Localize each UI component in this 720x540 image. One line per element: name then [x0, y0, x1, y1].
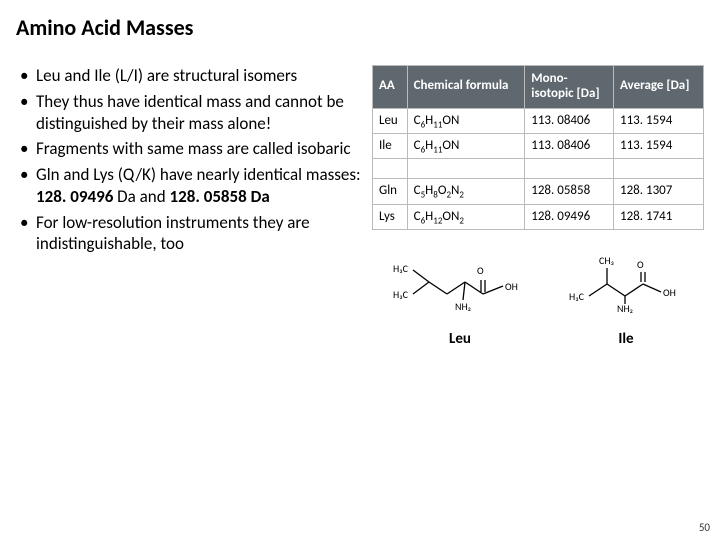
molecule-label: Leu	[385, 330, 535, 348]
list-item: Leu and Ile (L/I) are structural isomers	[14, 65, 364, 87]
cell-avg: 113. 1594	[614, 134, 704, 159]
cell-aa: Leu	[373, 108, 408, 133]
table-row: Gln C5H8O2N2 128. 05858 128. 1307	[373, 179, 704, 204]
col-avg: Average [Da]	[614, 66, 704, 109]
molecule-ile: H₃C CH₃ O OH NH₂ Ile	[561, 252, 691, 348]
bullet-text: Da and	[113, 186, 169, 207]
molecule-label: Ile	[561, 330, 691, 348]
cell-mono: 128. 09496	[525, 204, 614, 229]
cell-blank	[373, 159, 408, 179]
col-aa: AA	[373, 66, 408, 109]
cell-formula: C5H8O2N2	[407, 179, 525, 204]
cell-formula: C6H11ON	[407, 108, 525, 133]
table-row: Leu C6H11ON 113. 08406 113. 1594	[373, 108, 704, 133]
col-formula: Chemical formula	[407, 66, 525, 109]
svg-text:O: O	[637, 258, 644, 271]
cell-formula: C6H11ON	[407, 134, 525, 159]
cell-mono: 128. 05858	[525, 179, 614, 204]
svg-text:OH: OH	[505, 280, 518, 293]
bullet-text: For low-resolution instruments they are …	[36, 212, 310, 255]
cell-blank	[407, 159, 525, 179]
cell-blank	[525, 159, 614, 179]
svg-text:O: O	[477, 264, 484, 277]
cell-formula: C6H12ON2	[407, 204, 525, 229]
col-mono: Mono- isotopic [Da]	[525, 66, 614, 109]
bullet-text: They thus have identical mass and cannot…	[36, 91, 344, 134]
page-title: Amino Acid Masses	[0, 0, 720, 41]
cell-aa: Lys	[373, 204, 408, 229]
cell-mono: 113. 08406	[525, 134, 614, 159]
page-number: 50	[699, 521, 710, 534]
table-panel: AA Chemical formula Mono- isotopic [Da] …	[372, 65, 704, 348]
cell-aa: Gln	[373, 179, 408, 204]
cell-avg: 128. 1741	[614, 204, 704, 229]
svg-text:CH₃: CH₃	[599, 254, 614, 267]
bullet-bold: 128. 09496	[36, 186, 113, 207]
cell-avg: 113. 1594	[614, 108, 704, 133]
table-header-row: AA Chemical formula Mono- isotopic [Da] …	[373, 66, 704, 109]
bullet-list: Leu and Ile (L/I) are structural isomers…	[14, 65, 364, 255]
cell-blank	[614, 159, 704, 179]
bullet-bold: 128. 05858 Da	[169, 186, 269, 207]
svg-text:H₃C: H₃C	[569, 290, 585, 303]
bullet-panel: Leu and Ile (L/I) are structural isomers…	[14, 65, 364, 348]
table-row: Lys C6H12ON2 128. 09496 128. 1741	[373, 204, 704, 229]
bullet-text: Gln and Lys (Q/K) have nearly identical …	[36, 164, 361, 185]
cell-avg: 128. 1307	[614, 179, 704, 204]
cell-mono: 113. 08406	[525, 108, 614, 133]
list-item: Fragments with same mass are called isob…	[14, 138, 364, 160]
svg-text:NH₂: NH₂	[455, 300, 471, 313]
svg-text:OH: OH	[663, 286, 676, 299]
content-row: Leu and Ile (L/I) are structural isomers…	[0, 41, 720, 348]
mass-table: AA Chemical formula Mono- isotopic [Da] …	[372, 65, 704, 230]
table-row-blank	[373, 159, 704, 179]
molecules-row: H₃C H₃C O OH NH₂ Leu	[372, 252, 704, 348]
svg-text:H₃C: H₃C	[393, 262, 409, 275]
list-item: Gln and Lys (Q/K) have nearly identical …	[14, 164, 364, 208]
svg-text:H₃C: H₃C	[393, 288, 409, 301]
cell-aa: Ile	[373, 134, 408, 159]
bullet-text: Fragments with same mass are called isob…	[36, 138, 351, 159]
table-row: Ile C6H11ON 113. 08406 113. 1594	[373, 134, 704, 159]
ile-structure-icon: H₃C CH₃ O OH NH₂	[561, 252, 691, 324]
bullet-text: Leu and Ile (L/I) are structural isomers	[36, 65, 297, 86]
molecule-leu: H₃C H₃C O OH NH₂ Leu	[385, 252, 535, 348]
list-item: For low-resolution instruments they are …	[14, 212, 364, 256]
leu-structure-icon: H₃C H₃C O OH NH₂	[385, 252, 535, 324]
list-item: They thus have identical mass and cannot…	[14, 91, 364, 135]
